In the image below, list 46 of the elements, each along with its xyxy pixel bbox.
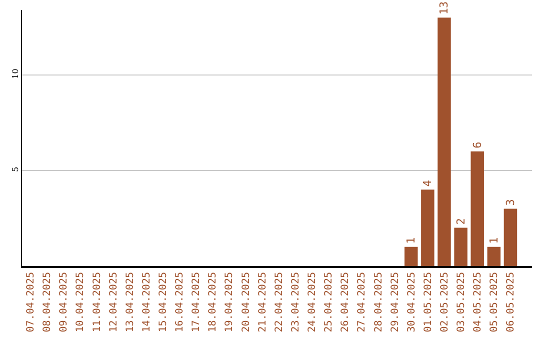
bar [421, 190, 434, 266]
data-label: 1 [404, 237, 418, 244]
x-tick-label: 24.04.2025 [307, 272, 318, 332]
bar [470, 151, 484, 266]
x-tick-label: 30.04.2025 [406, 272, 418, 332]
x-tick-label: 29.04.2025 [390, 272, 401, 332]
x-tick-label: 01.05.2025 [422, 272, 434, 332]
x-tick-label: 20.04.2025 [240, 272, 252, 332]
x-tick-label: 17.04.2025 [191, 272, 202, 332]
x-tick-label: 23.04.2025 [290, 272, 302, 332]
data-label: 4 [421, 180, 434, 187]
x-tick-label: 13.04.2025 [124, 272, 136, 332]
x-tick-label: 27.04.2025 [356, 272, 368, 332]
bar [438, 18, 451, 266]
data-label: 1 [487, 237, 500, 244]
x-tick-label: 12.04.2025 [108, 272, 120, 332]
data-label: 6 [470, 142, 484, 148]
x-tick-label: 25.04.2025 [324, 272, 335, 332]
x-tick-label: 14.04.2025 [141, 272, 152, 332]
x-tick-label: 07.04.2025 [26, 272, 37, 332]
x-tick-label: 26.04.2025 [340, 272, 352, 332]
x-tick-label: 15.04.2025 [158, 272, 169, 332]
bar [454, 228, 468, 266]
bar [487, 246, 501, 266]
x-tick-label: 28.04.2025 [373, 272, 384, 332]
x-tick-label: 09.04.2025 [58, 272, 70, 332]
data-label: 3 [504, 199, 517, 206]
data-label: 13 [438, 1, 451, 15]
x-tick-label: 18.04.2025 [208, 272, 219, 332]
x-tick-label: 19.04.2025 [224, 272, 236, 332]
x-tick-label: 08.04.2025 [42, 272, 54, 332]
x-tick-label: 05.05.2025 [489, 272, 500, 332]
x-tick-label: 22.04.2025 [274, 272, 285, 332]
bar [404, 246, 418, 266]
bar [504, 208, 518, 266]
x-tick-label: 04.05.2025 [472, 272, 484, 332]
x-tick-label: 02.05.2025 [439, 272, 450, 332]
x-tick-label: 21.04.2025 [257, 272, 268, 332]
x-tick-label: 06.05.2025 [506, 272, 517, 332]
y-tick-label: 5 [10, 166, 20, 172]
x-tick-label: 16.04.2025 [174, 272, 186, 332]
y-tick-label: 10 [10, 68, 20, 79]
x-tick-label: 11.04.2025 [92, 272, 103, 332]
data-label: 2 [454, 218, 468, 225]
x-tick-label: 10.04.2025 [75, 272, 86, 332]
x-tick-label: 03.05.2025 [456, 272, 468, 332]
